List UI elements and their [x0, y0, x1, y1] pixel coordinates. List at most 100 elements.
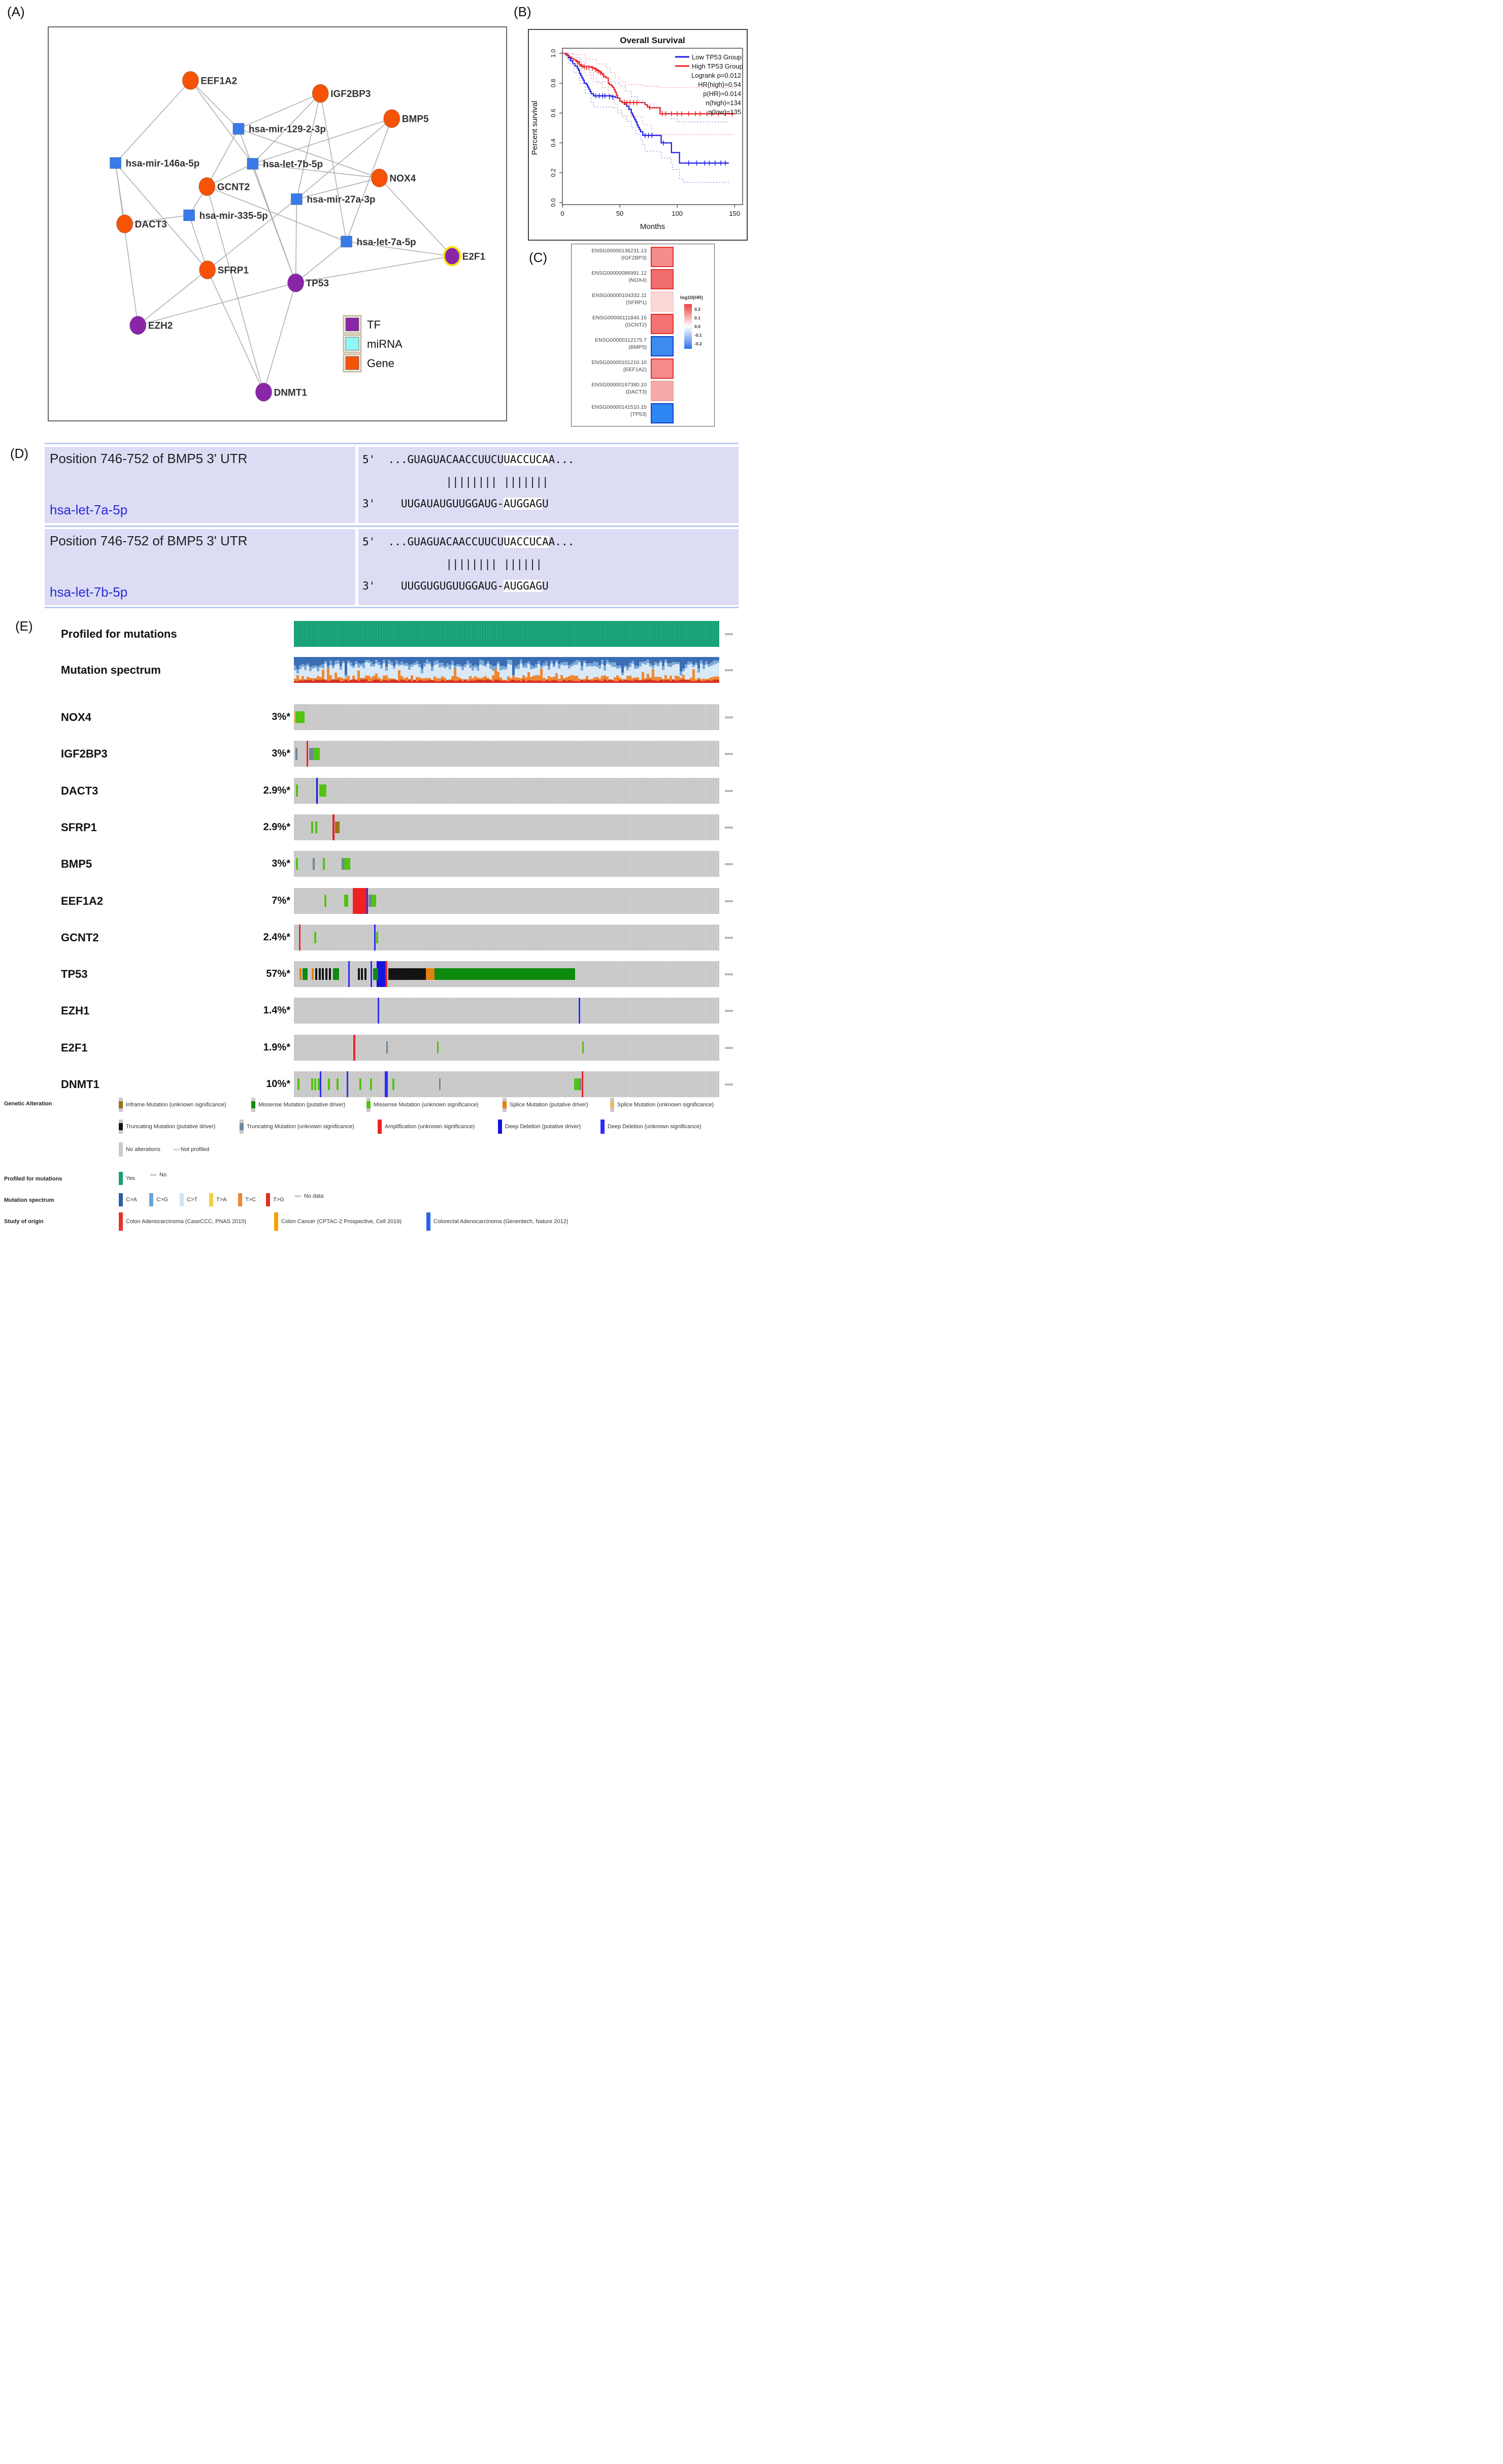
heatmap-row-label: ENSG00000197380.10 (DACT3) [591, 382, 647, 395]
row-label: Mutation spectrum [61, 664, 161, 676]
alteration-deepdel_unknown [348, 961, 350, 988]
network-edge [252, 163, 380, 179]
colorbar-tick: -0.2 [694, 341, 702, 346]
legend-item-label: Splice Mutation (unknown significance) [617, 1102, 714, 1108]
heatmap-row-EEF1A2: ENSG00000101210.10 (EEF1A2) [572, 357, 714, 380]
alteration-deepdel_unknown [385, 1071, 388, 1097]
heatmap-row-label: ENSG00000111846.15 (GCNT2) [592, 315, 647, 328]
alteration-amplification [332, 814, 335, 840]
legend-item-label: Deep Deletion (unknown significance) [608, 1124, 702, 1130]
heatmap-row-IGF2BP3: ENSG00000136231.13 (IGF2BP3) [572, 246, 714, 268]
alteration-frequency: 10%* [266, 1078, 290, 1090]
profiled-for-mutations-row: Profiled for mutations [0, 621, 751, 647]
tf-node-E2F1 [443, 246, 461, 267]
colorbar [684, 304, 692, 349]
km-stat: Logrank p=0.012 [691, 72, 741, 79]
alteration-missense_unknown [295, 711, 305, 724]
gene-node-GCNT2 [198, 177, 216, 196]
alteration-deepdel_unknown [378, 998, 380, 1024]
legend-color-bar [119, 1193, 123, 1206]
tf-node-EZH2 [129, 316, 147, 335]
legend-item-label: Truncating Mutation (unknown significanc… [247, 1124, 354, 1130]
heatmap-row-label: ENSG00000141510.15 (TP53) [591, 404, 647, 417]
alteration-missense_unknown [574, 1078, 580, 1091]
heatmap-cell [651, 247, 674, 267]
mutation-spectrum-row: Mutation spectrum [0, 657, 751, 683]
not-profiled-dash [725, 1083, 733, 1086]
colorbar-tick: -0.1 [694, 333, 702, 338]
network-edge [207, 128, 239, 187]
heatmap-row-BMP5: ENSG00000112175.7 (BMP5) [572, 335, 714, 357]
km-svg: Overall Survival 0 50 100 150 0.0 0.2 0.4 0.6 0.8… [530, 36, 743, 231]
oncoprint-row-DACT3: DACT3 2.9%* [0, 777, 751, 804]
legend-item-label: Deep Deletion (putative driver) [505, 1124, 581, 1130]
alteration-deepdel_unknown [366, 888, 368, 914]
oncoprint-legend: Genetic Alteration Inframe Mutation (unkn… [0, 1091, 751, 1235]
sequence-block: 5' ...GUAGUACAACCUUCUUACCUCAA... |||||||… [362, 536, 575, 593]
alteration-missense_unknown [344, 895, 348, 907]
mirna-node-hsa-mir-335-5p [183, 209, 195, 221]
legend-item-label: Inframe Mutation (unknown significance) [126, 1102, 226, 1108]
node-label: hsa-mir-335-5p [199, 211, 268, 221]
network-edge [207, 199, 297, 271]
node-label: IGF2BP3 [330, 89, 371, 100]
legend-item-label: T>C [245, 1197, 256, 1203]
mirna-node-hsa-mir-146a-5p [110, 157, 122, 169]
target-alignment-panel: Position 746-752 of BMP5 3' UTR hsa-let-… [45, 443, 739, 608]
not-profiled-dash [725, 900, 733, 902]
km-xtick: 0 [560, 210, 564, 217]
alteration-missense_unknown [296, 784, 298, 797]
legend-color-bar [238, 1193, 242, 1206]
legend-item: T>A [209, 1193, 226, 1206]
legend-dash [150, 1174, 156, 1176]
heatmap-row-DACT3: ENSG00000197380.10 (DACT3) [572, 380, 714, 402]
km-ytick: 1.0 [550, 49, 557, 57]
alteration-missense_unknown [336, 1078, 339, 1091]
km-series-Low TP53 Group [562, 52, 729, 164]
alteration-frequency: 57%* [266, 968, 290, 980]
legend-item-label: C>G [156, 1197, 168, 1203]
alteration-frequency: 1.4%* [263, 1005, 290, 1016]
alteration-trunc_driver [388, 968, 426, 980]
panel-c-label: (C) [529, 250, 548, 265]
network-edge [252, 93, 321, 165]
network-edge [238, 128, 380, 179]
network-edge [207, 186, 347, 242]
panel-e-label: (E) [15, 618, 33, 634]
km-xtick: 150 [729, 210, 740, 217]
alignment-row-hsa-let-7b-5p: Position 746-752 of BMP5 3' UTR hsa-let-… [45, 529, 739, 605]
alteration-deepdel_unknown [346, 1071, 348, 1097]
gene-track [294, 814, 719, 840]
gene-track [294, 1071, 719, 1097]
node-label: hsa-mir-146a-5p [126, 158, 200, 169]
gene-label: EZH1 [61, 1004, 90, 1017]
alteration-missense_unknown [319, 784, 327, 797]
legend-color-bar [266, 1193, 270, 1206]
alteration-missense_unknown [297, 1078, 299, 1091]
oncoprint-row-EEF1A2: EEF1A2 7%* [0, 888, 751, 914]
heatmap-row-label: ENSG00000136231.13 (IGF2BP3) [591, 248, 647, 261]
node-label: EEF1A2 [201, 76, 237, 86]
legend-item: Not profiled [174, 1142, 209, 1157]
alteration-deepdel_driver [377, 961, 386, 988]
network-edge [252, 118, 392, 165]
km-series-High CI upper [562, 53, 735, 88]
legend-item: No alterations [119, 1142, 160, 1157]
alteration-trunc_driver [328, 968, 331, 980]
panel-d-label: (D) [10, 446, 29, 461]
alteration-amplification [385, 961, 388, 988]
mutation-spectrum-track [294, 657, 719, 683]
row-label: Profiled for mutations [61, 628, 177, 640]
gene-node-SFRP1 [199, 260, 216, 280]
legend-item-label: T>A [216, 1197, 227, 1203]
gene-track [294, 741, 719, 767]
oncoprint-row-E2F1: E2F1 1.9%* [0, 1034, 751, 1061]
mirna-name: hsa-let-7a-5p [50, 502, 128, 517]
alteration-trunc_unknown [439, 1078, 441, 1091]
network-edge [115, 162, 139, 325]
km-xtick: 100 [672, 210, 683, 217]
network-edge [238, 93, 321, 129]
alteration-amplification [307, 741, 309, 767]
legend-item: T>C [238, 1193, 256, 1206]
legend-item-label: Colon Cancer (CPTAC-2 Prospective, Cell … [281, 1219, 402, 1225]
